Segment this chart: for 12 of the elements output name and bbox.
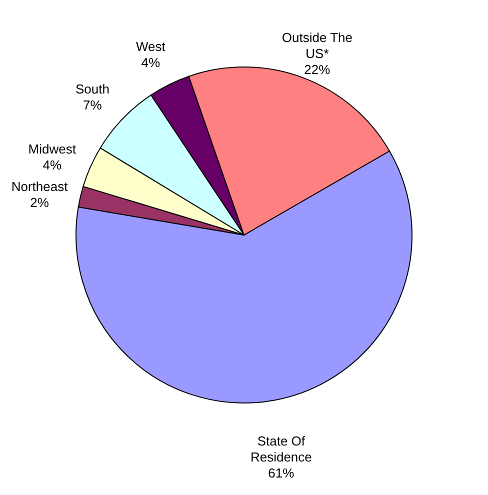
- slice-label: State Of Residence: [250, 434, 312, 465]
- data-label: 2%: [30, 195, 50, 210]
- data-label: 61%: [268, 466, 295, 481]
- slice-label: Outside The US*: [282, 30, 352, 62]
- slice-label: West: [136, 38, 166, 54]
- slice-label: South: [75, 82, 110, 97]
- data-label: 22%: [304, 62, 331, 78]
- data-label: 7%: [83, 98, 102, 113]
- data-label: 4%: [141, 54, 160, 70]
- slice-label: Midwest: [28, 142, 76, 157]
- data-label: 4%: [42, 158, 62, 173]
- slice-label: Northeast: [11, 179, 68, 194]
